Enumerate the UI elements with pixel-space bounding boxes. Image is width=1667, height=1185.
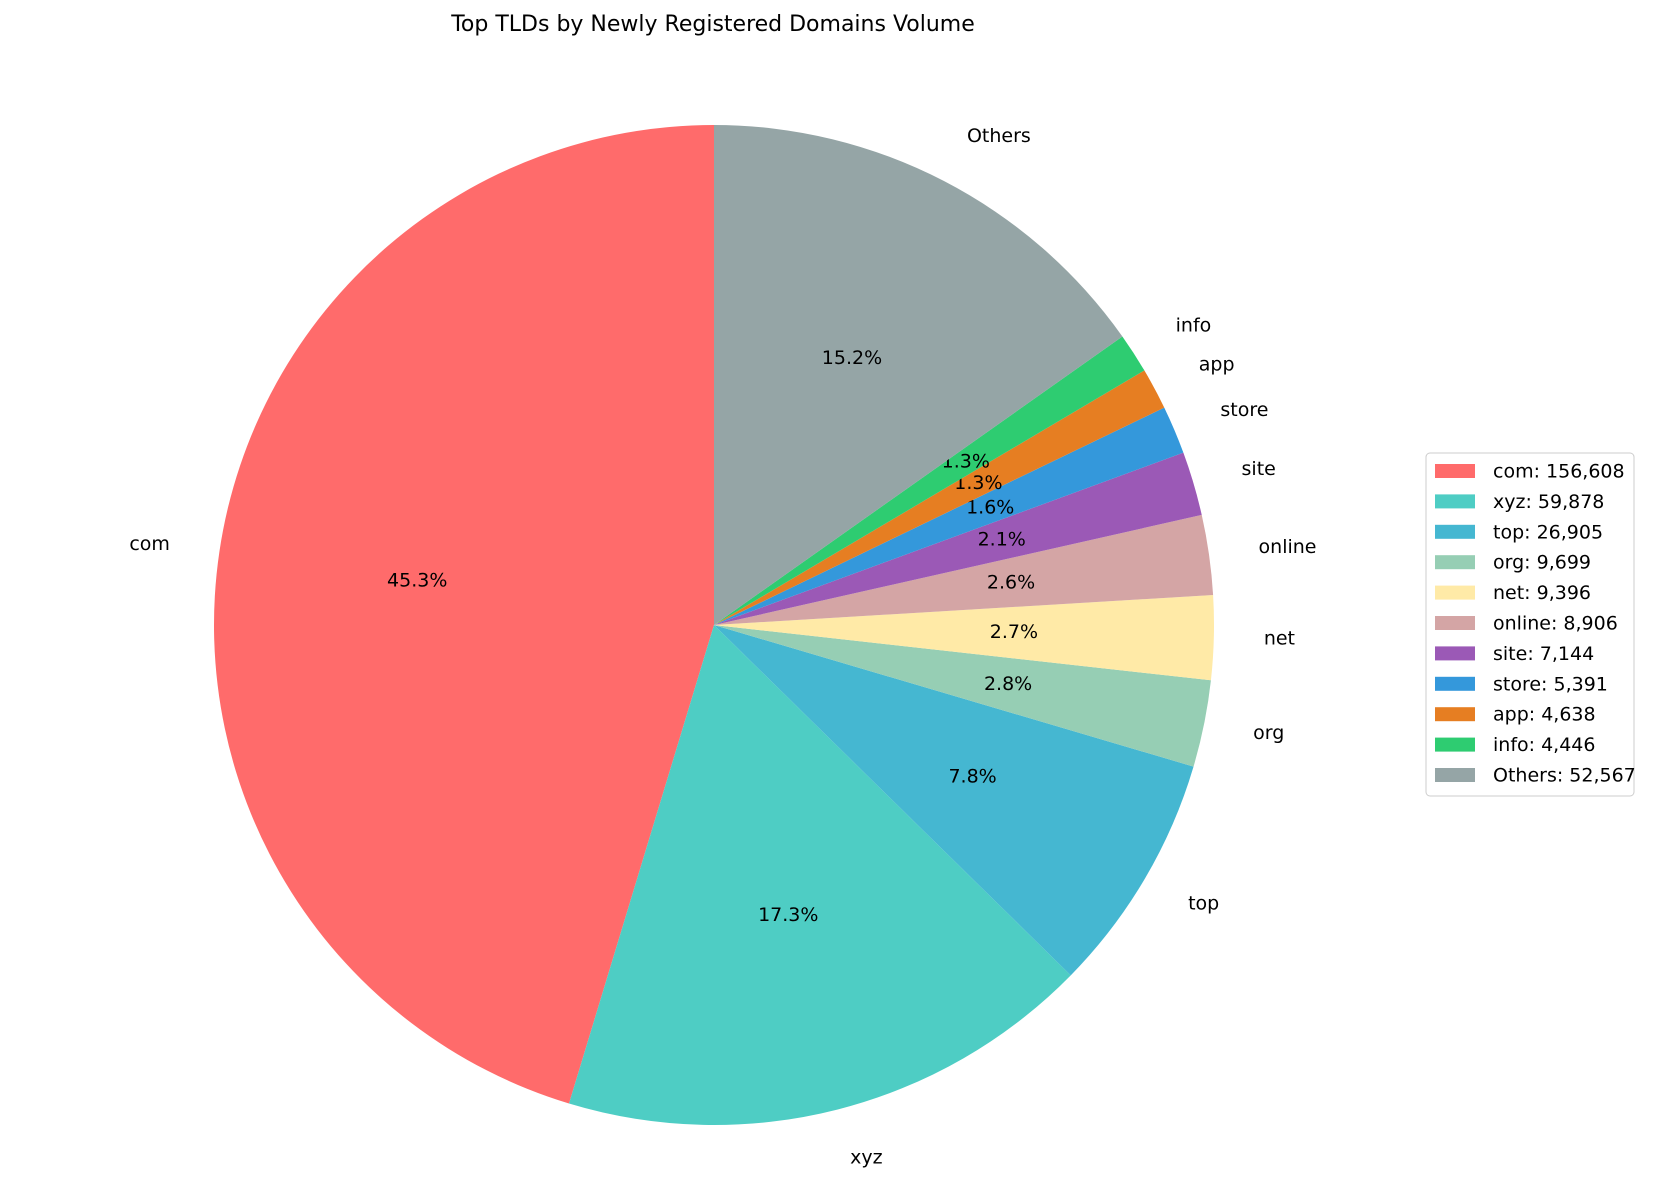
percent-label: 1.6% [966, 496, 1014, 518]
legend-swatch [1435, 676, 1475, 691]
pie-slice [714, 514, 1214, 625]
pie-slice [714, 625, 1211, 767]
pie-slice [714, 336, 1145, 625]
pie-slice [569, 625, 1071, 1125]
pie-slice [714, 125, 1123, 625]
percent-label: 15.2% [822, 347, 882, 369]
pie-slice [714, 625, 1194, 976]
percent-label: 45.3% [387, 570, 447, 592]
slice-label: net [1264, 627, 1295, 649]
percent-label: 2.6% [987, 571, 1035, 593]
slice-label: store [1220, 399, 1268, 421]
percent-label: 17.3% [758, 904, 818, 926]
legend-swatch [1435, 737, 1475, 752]
slice-label: app [1199, 354, 1235, 376]
legend-label: xyz: 59,878 [1493, 491, 1604, 513]
legend-swatch [1435, 646, 1475, 661]
percent-label: 1.3% [954, 472, 1002, 494]
pie-slice [714, 452, 1202, 625]
legend-label: online: 8,906 [1493, 613, 1618, 635]
slice-label: org [1253, 722, 1284, 744]
slice-label: online [1259, 536, 1317, 558]
pie-slice [714, 370, 1165, 625]
legend-label: org: 9,699 [1493, 552, 1591, 574]
legend-label: store: 5,391 [1493, 673, 1608, 695]
legend-swatch [1435, 524, 1475, 539]
legend-label: net: 9,396 [1493, 582, 1591, 604]
legend-swatch [1435, 555, 1475, 570]
percent-label: 2.8% [984, 673, 1032, 695]
legend-label: site: 7,144 [1493, 643, 1594, 665]
legend: com: 156,608 xyz: 59,878 top: 26,905 org: 9… [1425, 452, 1636, 797]
pie-slice [714, 407, 1184, 625]
percent-label: 2.7% [990, 621, 1038, 643]
legend-swatch [1435, 494, 1475, 509]
slice-label: com [129, 533, 170, 555]
percent-label: 7.8% [948, 766, 996, 788]
slice-label: top [1188, 892, 1219, 914]
legend-label: Others: 52,567 [1493, 765, 1636, 787]
legend-swatch [1435, 768, 1475, 782]
slice-label: site [1242, 458, 1276, 480]
legend-swatch [1435, 464, 1475, 478]
percent-label: 2.1% [978, 529, 1026, 551]
slice-label: Others [967, 125, 1031, 147]
slice-label: xyz [850, 1146, 882, 1168]
legend-swatch [1435, 585, 1475, 600]
chart-title: Top TLDs by Newly Registered Domains Vol… [450, 12, 975, 37]
legend-frame [1425, 452, 1635, 797]
legend-swatch [1435, 707, 1475, 722]
pie-slice [714, 594, 1214, 681]
slice-label: info [1176, 315, 1212, 337]
legend-label: com: 156,608 [1493, 461, 1625, 483]
legend-label: app: 4,638 [1493, 704, 1596, 726]
percent-label: 1.3% [942, 450, 990, 472]
pie-slice [213, 125, 714, 1104]
legend-label: top: 26,905 [1493, 521, 1603, 543]
legend-label: info: 4,446 [1493, 734, 1595, 756]
legend-swatch [1435, 616, 1475, 630]
